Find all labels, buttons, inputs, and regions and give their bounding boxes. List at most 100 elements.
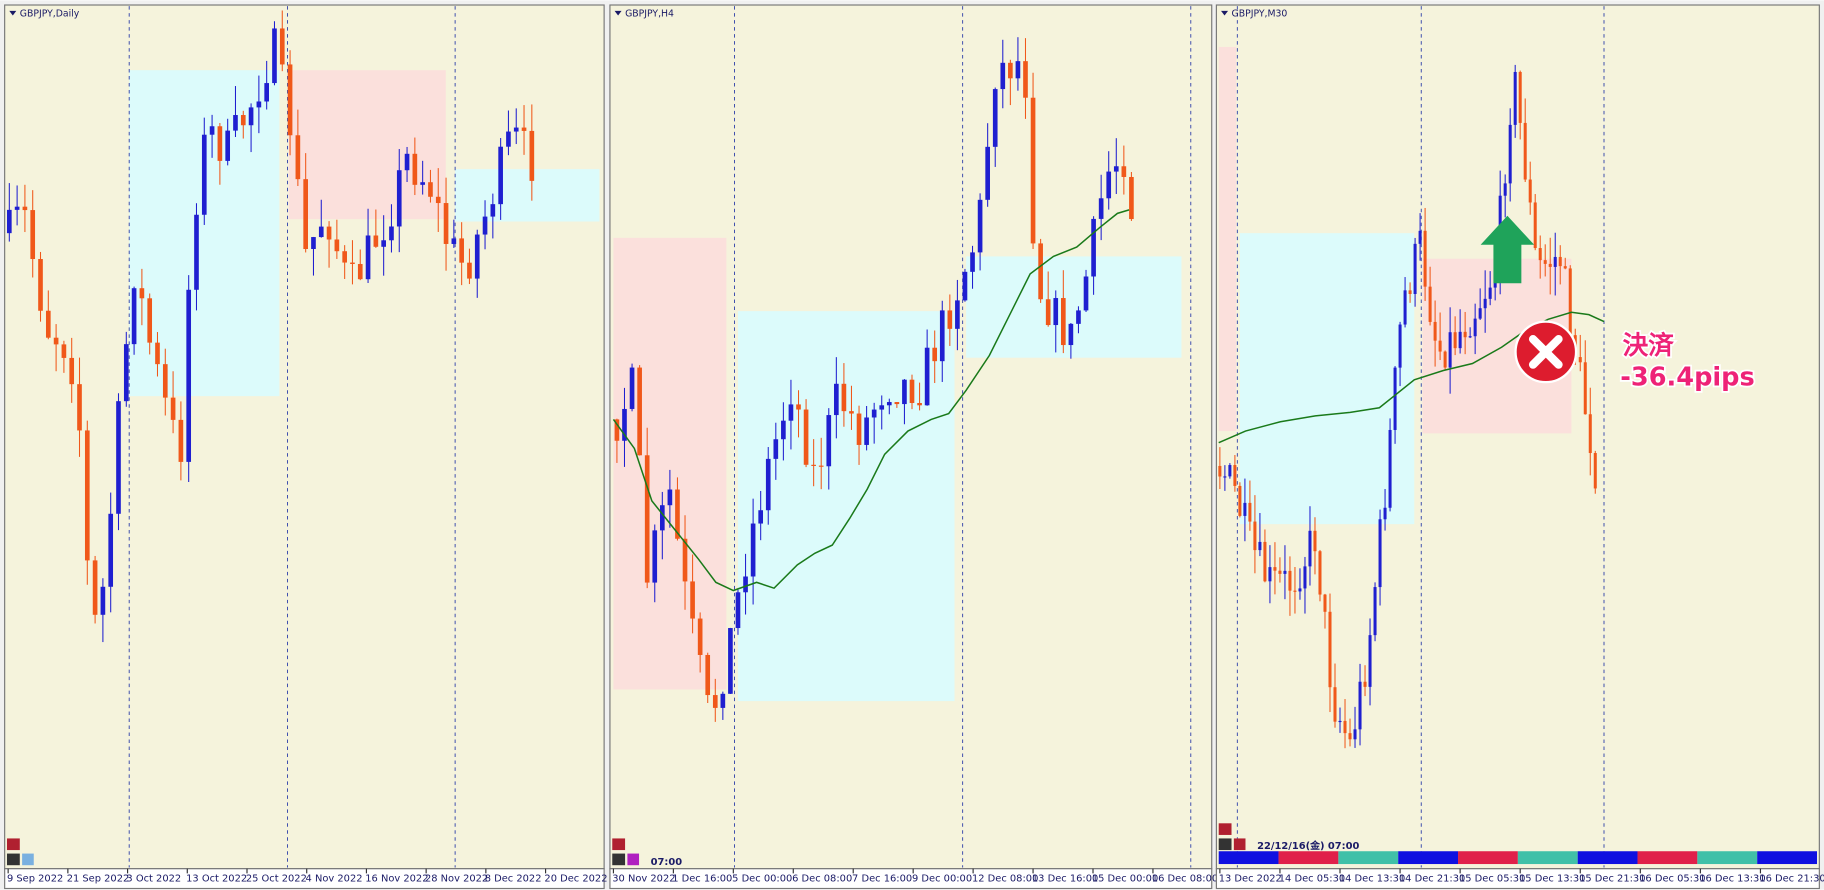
candle-body — [303, 179, 308, 250]
candle-body — [482, 216, 488, 235]
candle-body — [781, 420, 786, 440]
candle-body — [1508, 124, 1512, 184]
candle-body — [735, 592, 741, 629]
candle-body — [690, 581, 695, 619]
title-arrow — [614, 10, 622, 16]
x-tick-label: 13 Oct 2022 — [186, 874, 247, 885]
candle-body — [720, 693, 726, 708]
candle-body — [1268, 567, 1272, 582]
candle-body — [1513, 71, 1517, 125]
candle-body — [939, 310, 945, 362]
x-tick-label: 16 Dec 08:00 — [1152, 874, 1218, 885]
icon[interactable] — [1218, 823, 1232, 835]
axis-strip — [1215, 868, 1820, 890]
candle-body — [902, 379, 907, 405]
candle-body — [1000, 62, 1006, 90]
candle-body — [1248, 502, 1252, 522]
candle-body — [1418, 230, 1422, 244]
candle-body — [38, 259, 43, 311]
candle-body — [1263, 541, 1267, 582]
candle-body — [1433, 321, 1437, 341]
candle-body — [123, 344, 129, 402]
candle-body — [1548, 263, 1552, 267]
candle-body — [92, 560, 98, 615]
candle-body — [1091, 218, 1096, 277]
candle-body — [697, 618, 703, 655]
candle-body — [1488, 287, 1492, 299]
candle-body — [69, 357, 75, 385]
candle-body — [1463, 331, 1467, 338]
candle-body — [529, 130, 535, 181]
zone — [455, 169, 600, 222]
zone — [1218, 46, 1237, 432]
x-tick-label: 1 Dec 16:00 — [672, 874, 732, 885]
candle-body — [1348, 733, 1352, 740]
exit-cross — [1528, 335, 1563, 369]
candle-body — [970, 252, 975, 272]
candle-body — [506, 131, 511, 147]
candle-body — [186, 289, 192, 462]
session-segment — [1757, 851, 1818, 865]
candle-body — [758, 510, 764, 524]
candle-body — [1023, 61, 1028, 98]
zone — [613, 237, 727, 690]
axis-strip — [4, 868, 605, 890]
candle-body — [498, 146, 503, 205]
x-tick-label: 14 Dec 05:30 — [1279, 874, 1345, 885]
candle-body — [1121, 166, 1127, 177]
candle-body — [1338, 720, 1342, 723]
axis-strip — [609, 868, 1213, 890]
icon[interactable] — [627, 853, 640, 866]
x-tick-label: 3 Oct 2022 — [126, 874, 181, 885]
candle-body — [209, 126, 215, 135]
icon[interactable] — [22, 853, 34, 866]
icon[interactable] — [6, 853, 20, 866]
annotation-line: -36.4pips — [1620, 363, 1754, 393]
candle-body — [1278, 570, 1282, 574]
candle-body — [1293, 590, 1297, 592]
candle-body — [381, 240, 386, 247]
candle-body — [1358, 681, 1362, 730]
cursor-time: 07:00 — [651, 857, 683, 868]
x-tick-label: 15 Dec 05:30 — [1459, 874, 1525, 885]
zone — [966, 256, 1182, 358]
x-tick-label: 16 Dec 13:30 — [1699, 874, 1765, 885]
icon[interactable] — [6, 838, 20, 851]
candle-body — [77, 384, 82, 431]
session-bar — [1218, 851, 1818, 865]
annotation-line: 決済 — [1623, 330, 1675, 361]
candle-body — [412, 153, 418, 185]
candle-body — [614, 419, 620, 441]
icon[interactable] — [612, 853, 626, 866]
candle-body — [1448, 332, 1452, 368]
candle-body — [256, 101, 262, 108]
candle-body — [1283, 570, 1287, 574]
session-segment — [1577, 851, 1638, 865]
icon[interactable] — [1233, 838, 1246, 851]
candle-body — [170, 397, 176, 420]
candle-body — [1113, 166, 1119, 172]
icon[interactable] — [612, 838, 626, 851]
icon[interactable] — [1218, 838, 1232, 851]
buy-arrow — [1480, 215, 1535, 284]
candle-body — [955, 300, 960, 329]
candle-body — [1583, 362, 1587, 415]
candle-body — [1403, 290, 1407, 325]
panel-title: GBPJPY,H4 — [625, 9, 674, 20]
candle-body — [1129, 176, 1134, 220]
candle-body — [1253, 521, 1257, 551]
candle-body — [100, 586, 106, 615]
candle-body — [287, 64, 293, 136]
candle-body — [30, 210, 36, 260]
candle-body — [1398, 324, 1402, 368]
zone — [1239, 233, 1415, 525]
candle-body — [240, 115, 246, 126]
x-tick-label: 9 Dec 00:00 — [912, 874, 972, 885]
candle-body — [750, 523, 756, 577]
candle-body — [1106, 171, 1112, 199]
candle-body — [1298, 588, 1302, 592]
candle-body — [1218, 465, 1222, 477]
candle-body — [1343, 720, 1347, 734]
moving-average — [1218, 311, 1605, 444]
panels — [4, 4, 1820, 870]
